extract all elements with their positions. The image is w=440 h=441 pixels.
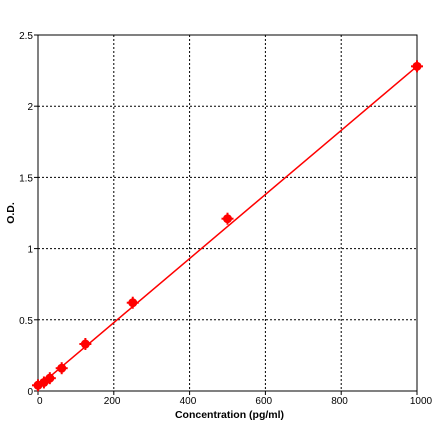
x-tick-label: 0 (37, 396, 43, 407)
plot-area-frame (37, 34, 418, 392)
y-tick-label: 2 (27, 102, 33, 113)
x-tick-label: 800 (331, 396, 348, 407)
fit-line (37, 65, 418, 388)
y-axis-title: O.D. (5, 202, 17, 224)
data-point (43, 372, 56, 385)
y-tick-label: 0.5 (19, 316, 33, 327)
x-tick-label: 400 (180, 396, 197, 407)
data-point (79, 338, 92, 351)
series-layer (32, 60, 423, 392)
data-point (221, 212, 234, 225)
grid-layer (38, 35, 417, 391)
x-axis-title: Concentration (pg/ml) (175, 409, 284, 421)
y-tick-label: 2.5 (19, 31, 33, 42)
tick-layer: 0 200 400 600 800 1000 0 0.5 1 1.5 2 2.5 (19, 31, 432, 407)
y-tick-label: 0 (27, 387, 33, 398)
data-point (37, 376, 50, 389)
x-tick-label: 600 (255, 396, 272, 407)
x-tick-label: 200 (104, 396, 121, 407)
data-point (126, 296, 139, 309)
y-tick-label: 1.5 (19, 173, 33, 184)
x-tick-label: 1000 (410, 396, 433, 407)
y-tick-label: 1 (27, 245, 33, 256)
data-point (411, 60, 423, 73)
data-point (55, 362, 68, 375)
